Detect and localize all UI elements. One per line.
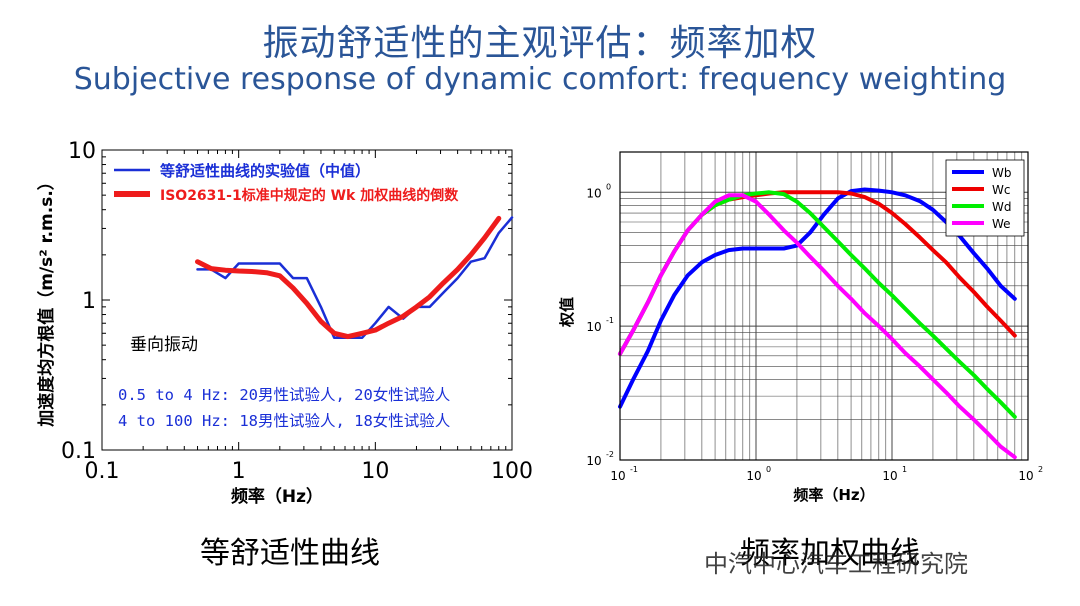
legend-label-wd: Wd [992, 200, 1011, 214]
svg-text:1: 1 [902, 465, 907, 474]
svg-text:0: 0 [606, 182, 611, 191]
svg-text:10: 10 [882, 469, 897, 483]
legend-label-we: We [992, 217, 1011, 231]
legend-label-iso-wk: ISO2631-1标准中规定的 Wk 加权曲线的倒数 [160, 187, 459, 204]
svg-text:10: 10 [586, 186, 601, 200]
frequency-weighting-chart: 10 -1 10 0 10 1 10 2 10 -2 10 -1 10 0 频率（Hz） 权值 Wb Wc Wd W… [558, 151, 1043, 504]
right-x-tick-label: 10 -1 [610, 465, 638, 483]
right-x-tick-label: 10 0 [746, 465, 771, 483]
equal-comfort-chart: 0.1 1 10 100 0.1 1 10 频率（Hz） 加速度均方根值（m/s² r.m.s.… [36, 139, 533, 507]
left-y-tick-label: 1 [82, 289, 96, 314]
left-x-tick-label: 1 [232, 459, 246, 484]
left-x-axis-label: 频率（Hz） [231, 486, 323, 507]
annotation-direction: 垂向振动 [130, 335, 198, 355]
legend-label-experiment: 等舒适性曲线的实验值（中值） [160, 162, 370, 180]
right-y-axis-label: 权值 [558, 297, 576, 328]
svg-text:-1: -1 [606, 316, 614, 325]
right-x-tick-label: 10 1 [882, 465, 907, 483]
left-x-tick-label: 0.1 [85, 459, 120, 484]
svg-text:10: 10 [610, 469, 625, 483]
series-line-we [618, 193, 1017, 460]
legend-label-wc: Wc [992, 183, 1010, 197]
right-x-tick-label: 10 2 [1018, 465, 1043, 483]
wechat-icon [700, 534, 742, 576]
left-y-tick-label: 10 [68, 139, 96, 164]
right-y-tick-label: 10 -2 [586, 450, 614, 468]
svg-text:-1: -1 [630, 465, 638, 474]
svg-text:10: 10 [586, 454, 601, 468]
left-x-tick-label: 100 [491, 459, 533, 484]
right-x-axis-label: 频率（Hz） [793, 486, 874, 504]
left-y-axis-label: 加速度均方根值（m/s² r.m.s.） [36, 173, 57, 428]
right-y-tick-label: 10 0 [586, 182, 611, 200]
svg-text:10: 10 [586, 320, 601, 334]
svg-text:-2: -2 [606, 450, 614, 459]
annotation-line-2: 4 to 100 Hz: 18男性试验人, 18女性试验人 [118, 411, 450, 430]
legend-label-wb: Wb [992, 166, 1011, 180]
right-y-tick-label: 10 -1 [586, 316, 614, 334]
left-x-tick-label: 10 [361, 459, 389, 484]
slide-title-en: Subjective response of dynamic comfort: … [73, 62, 1007, 97]
svg-text:10: 10 [746, 469, 761, 483]
svg-text:10: 10 [1018, 469, 1033, 483]
watermark-text: 中汽中心汽车工程研究院 [704, 550, 968, 578]
caption-right: 频率加权曲线 [740, 536, 920, 571]
annotation-line-1: 0.5 to 4 Hz: 20男性试验人, 20女性试验人 [118, 385, 450, 404]
slide-title-cn: 振动舒适性的主观评估：频率加权 [262, 23, 818, 64]
svg-text:0: 0 [766, 465, 771, 474]
caption-left: 等舒适性曲线 [200, 536, 380, 571]
svg-text:2: 2 [1038, 465, 1043, 474]
left-y-tick-label: 0.1 [61, 439, 96, 464]
series-line-experiment [196, 216, 514, 340]
right-plot-frame [619, 151, 1029, 461]
series-line-iso-wk [195, 215, 502, 340]
